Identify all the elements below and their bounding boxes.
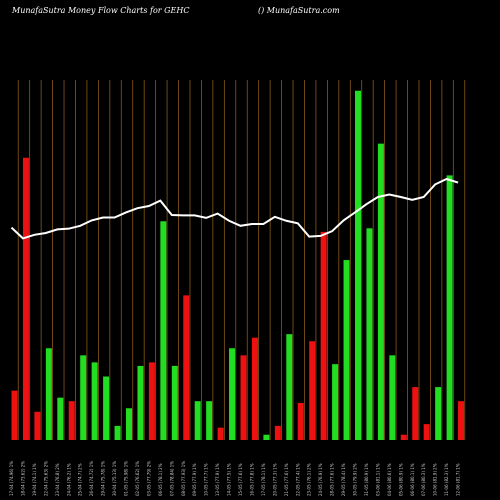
flow-bar	[251, 337, 258, 440]
x-tick-label: 15-05 (77.6) 1%	[238, 463, 243, 496]
flow-bar	[45, 348, 52, 440]
flow-bar	[446, 175, 453, 440]
chart-title: MunafaSutra Money Flow Charts for GEHC	[12, 6, 190, 15]
flow-bar	[297, 402, 304, 440]
x-tick-label: 29-04 (75.78) 1%	[101, 461, 106, 496]
x-tick-label: 11-06 (82.3) 1%	[444, 463, 449, 496]
flow-bar	[80, 355, 87, 440]
flow-bar	[355, 90, 361, 440]
x-tick-label: 17-04 (74.96) 1%	[9, 461, 14, 496]
site-credit: () MunafaSutra.com	[258, 6, 340, 15]
x-tick-label: 13-05 (77.9) 1%	[215, 463, 220, 496]
x-tick-label: 28-05 (77.6) 1%	[330, 463, 335, 496]
x-tick-label: 09-05 (77.9) 1%	[192, 463, 197, 496]
x-tick-label: 06-05 (78.1) 2%	[158, 463, 163, 496]
flow-bar	[274, 425, 281, 440]
x-tick-label: 02-05 (76.62) 1%	[135, 461, 140, 496]
flow-bar	[68, 401, 75, 440]
flow-bar	[240, 355, 247, 440]
x-tick-label: 05-06 (80.9) 1%	[398, 463, 403, 496]
x-tick-label: 24-05 (76.9) 1%	[318, 463, 323, 496]
flow-bar	[320, 231, 327, 440]
flow-bar	[309, 341, 316, 440]
flow-bar	[57, 397, 64, 440]
flow-bar	[22, 157, 29, 440]
x-tick-label: 25-04 (74.7) 2%	[78, 463, 83, 496]
x-tick-label: 07-05 (78.84) 1%	[169, 461, 174, 496]
x-tick-label: 23-04 (76.8) 2%	[55, 463, 60, 496]
flow-bar	[286, 334, 293, 440]
flow-bar	[377, 143, 384, 440]
x-tick-label: 29-05 (78.4) 1%	[341, 463, 346, 496]
x-tick-label: 10-05 (77.7) 1%	[204, 463, 209, 496]
flow-bar	[91, 362, 98, 440]
x-tick-label: 19-04 (74.1) 1%	[32, 463, 37, 496]
flow-bar	[343, 260, 350, 440]
x-tick-label: 31-05 (80.9) 1%	[364, 463, 369, 496]
x-tick-label: 04-06 (80.6) 1%	[387, 463, 392, 496]
flow-bar	[103, 376, 110, 440]
x-tick-label: 22-05 (77.4) 1%	[295, 463, 300, 496]
x-tick-label: 14-05 (77.5) 1%	[227, 463, 232, 496]
flow-bar	[412, 387, 419, 440]
flow-bar	[389, 355, 396, 440]
x-tick-label: 06-06 (80.1) 1%	[410, 463, 415, 496]
x-tick-label: 24-04 (76.2) 1%	[66, 463, 71, 496]
x-tick-label: 12-06 (81.7) 1%	[456, 463, 461, 496]
flow-bar	[171, 365, 178, 440]
x-tick-label: 21-05 (77.6) 1%	[284, 463, 289, 496]
flow-bar	[148, 362, 155, 440]
flow-bar	[137, 365, 144, 440]
x-tick-label: 03-05 (77.79) 2%	[146, 461, 151, 496]
flow-bar	[366, 228, 373, 440]
flow-bar	[332, 364, 339, 440]
flow-bar	[11, 390, 18, 440]
flow-bar	[229, 348, 236, 440]
flow-bar	[183, 295, 190, 440]
x-tick-label: 10-06 (81.9) 2%	[433, 463, 438, 496]
flow-bar	[114, 425, 121, 440]
x-tick-label: 26-04 (74.72) 1%	[89, 461, 94, 496]
flow-bar	[400, 434, 407, 440]
flow-bar	[34, 411, 41, 440]
flow-bar	[435, 387, 442, 440]
flow-bar	[126, 408, 132, 440]
x-tick-label: 18-04 (73.62) 2%	[20, 461, 25, 496]
x-tick-label: 23-05 (76.1) 2%	[307, 463, 312, 496]
x-tick-label: 30-05 (79.9) 2%	[353, 463, 358, 496]
x-tick-label: 16-05 (77.8) 1%	[249, 463, 254, 496]
x-tick-label: 17-05 (78.1) 1%	[261, 463, 266, 496]
x-tick-label: 30-04 (75.13) 1%	[112, 461, 117, 496]
flow-bar	[217, 427, 224, 440]
flow-bar	[458, 401, 465, 440]
flow-bar	[423, 424, 430, 440]
price-line	[10, 177, 459, 240]
x-tick-label: 08-05 (77.93) 1%	[181, 461, 186, 496]
x-tick-label: 03-06 (81.1) 1%	[375, 463, 380, 496]
x-tick-label: 22-04 (75.63) 2%	[43, 461, 48, 496]
x-tick-label: 20-05 (77.3) 1%	[272, 463, 277, 496]
flow-bar	[160, 221, 167, 440]
x-tick-label: 07-06 (80.3) 1%	[421, 463, 426, 496]
flow-bar	[206, 401, 213, 440]
flow-bar	[194, 401, 201, 440]
flow-bar	[263, 434, 270, 440]
x-tick-label: 01-05 (75.98) 1%	[124, 461, 129, 496]
